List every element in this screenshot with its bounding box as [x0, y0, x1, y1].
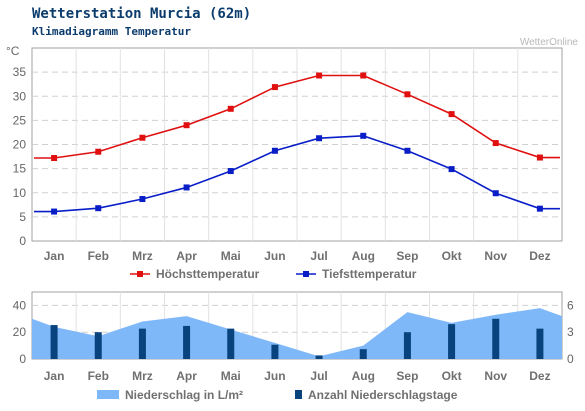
days-y-tick-label: 0 — [567, 352, 574, 366]
temp-max-point — [95, 148, 102, 155]
temp-min-point — [51, 208, 58, 215]
rain-days-bar — [403, 332, 411, 359]
temp-max-point — [448, 111, 455, 118]
temp-y-tick-label: 5 — [19, 210, 26, 224]
temp-y-tick-label: 30 — [13, 89, 27, 103]
rain-days-bar — [94, 332, 102, 359]
precip-x-tick-label: Aug — [352, 369, 375, 383]
temp-x-tick-label: Apr — [176, 249, 197, 263]
rain-days-bar — [492, 318, 500, 359]
temp-y-axis-unit: °C — [6, 44, 20, 58]
precip-x-tick-label: Mrz — [132, 369, 153, 383]
temp-x-tick-label: Okt — [442, 249, 462, 263]
temp-min-point — [227, 168, 234, 175]
rain-days-bar — [448, 324, 456, 359]
temp-y-tick-label: 15 — [13, 162, 27, 176]
temp-min-point — [404, 147, 411, 154]
precip-x-tick-label: Jan — [44, 369, 65, 383]
precip-x-tick-label: Sep — [396, 369, 418, 383]
rain-days-bar — [138, 328, 146, 359]
temp-x-tick-label: Dez — [529, 249, 550, 263]
precip-area — [32, 308, 562, 359]
temp-max-point — [227, 105, 234, 112]
temp-min-point — [183, 184, 190, 191]
temp-x-tick-label: Feb — [88, 249, 109, 263]
days-y-tick-label: 3 — [567, 325, 574, 339]
temp-min-point — [271, 147, 278, 154]
temp-x-tick-label: Jan — [44, 249, 65, 263]
legend-precip-swatch — [97, 390, 119, 399]
temp-x-tick-label: Mai — [221, 249, 241, 263]
rain-days-bar — [536, 328, 544, 359]
temp-x-tick-label: Jun — [264, 249, 285, 263]
precip-y-tick-label: 20 — [13, 325, 27, 339]
temp-max-point — [139, 134, 146, 141]
temp-max-point — [316, 72, 323, 79]
temp-y-tick-label: 0 — [19, 234, 26, 248]
temp-y-tick-label: 10 — [13, 186, 27, 200]
precip-y-tick-label: 0 — [19, 352, 26, 366]
precip-x-tick-label: Mai — [221, 369, 241, 383]
legend-days-swatch — [295, 390, 302, 399]
temp-y-tick-label: 20 — [13, 138, 27, 152]
precip-y-tick-label: 40 — [13, 298, 27, 312]
rain-days-bar — [50, 325, 58, 359]
precip-x-tick-label: Feb — [88, 369, 109, 383]
temp-min-point — [448, 166, 455, 173]
temp-max-point — [404, 91, 411, 98]
days-y-tick-label: 6 — [567, 298, 574, 312]
precip-x-tick-label: Jun — [264, 369, 285, 383]
temp-max-point — [536, 154, 543, 161]
temp-min-point — [492, 190, 499, 197]
legend-min-label: Tiefsttemperatur — [322, 267, 417, 281]
temp-max-line — [34, 74, 560, 159]
legend-precip-label: Niederschlag in L/m² — [125, 388, 243, 402]
temp-max-point — [492, 140, 499, 147]
chart-subtitle: Klimadiagramm Temperatur — [32, 25, 191, 38]
temp-x-tick-label: Nov — [484, 249, 507, 263]
legend-max-label: Höchsttemperatur — [156, 267, 260, 281]
rain-days-bar — [271, 344, 279, 359]
temp-y-tick-label: 25 — [13, 113, 27, 127]
temp-x-tick-label: Jul — [310, 249, 327, 263]
rain-days-bar — [227, 328, 235, 359]
rain-days-bar — [315, 355, 323, 359]
precip-x-tick-label: Nov — [484, 369, 507, 383]
temp-x-tick-label: Aug — [352, 249, 375, 263]
temp-max-point — [51, 155, 58, 162]
temp-min-point — [360, 132, 367, 139]
temp-min-point — [536, 205, 543, 212]
temp-x-tick-label: Mrz — [132, 249, 153, 263]
rain-days-bar — [359, 349, 367, 359]
temp-max-point — [183, 122, 190, 129]
watermark: WetterOnline — [519, 37, 578, 48]
rain-days-bar — [183, 325, 191, 359]
precip-x-tick-label: Jul — [310, 369, 327, 383]
temp-min-point — [316, 135, 323, 142]
chart-title: Wetterstation Murcia (62m) — [32, 6, 252, 22]
temp-y-tick-label: 35 — [13, 65, 27, 79]
precip-x-tick-label: Apr — [176, 369, 197, 383]
legend-max-marker — [137, 271, 143, 277]
temp-min-point — [95, 205, 102, 212]
temp-max-point — [360, 72, 367, 79]
temp-min-point — [139, 196, 146, 203]
temp-x-tick-label: Sep — [396, 249, 418, 263]
legend-days-label: Anzahl Niederschlagstage — [308, 388, 458, 402]
legend-min-marker — [303, 271, 309, 277]
precip-x-tick-label: Okt — [442, 369, 462, 383]
temp-min-line — [34, 135, 560, 213]
precip-x-tick-label: Dez — [529, 369, 550, 383]
temp-max-point — [271, 84, 278, 91]
